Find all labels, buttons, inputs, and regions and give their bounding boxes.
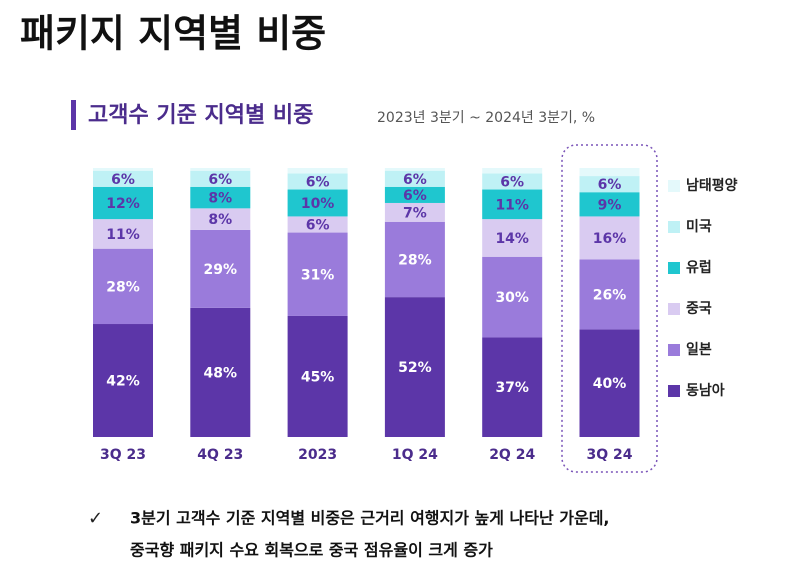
bar-segment xyxy=(384,170,445,187)
legend-label: 중국 xyxy=(686,301,712,317)
value-label: 6% xyxy=(306,174,330,190)
bar-segment xyxy=(579,259,640,330)
subtitle-bar xyxy=(71,100,76,130)
bar-segment xyxy=(93,186,153,220)
note-check: ✓ xyxy=(88,508,103,529)
value-label: 29% xyxy=(204,262,238,278)
bar-segment xyxy=(93,248,153,325)
bar-segment xyxy=(384,168,445,171)
x-tick-label: 3Q 23 xyxy=(100,447,146,463)
value-label: 8% xyxy=(208,212,232,228)
bar-segment xyxy=(287,232,348,316)
x-tick-label: 2Q 24 xyxy=(489,447,535,463)
value-label: 9% xyxy=(598,197,622,213)
legend-swatch xyxy=(668,262,680,274)
bar-segment xyxy=(190,170,251,187)
x-tick-label: 3Q 24 xyxy=(587,447,633,463)
bar-segment xyxy=(579,216,640,260)
value-label: 28% xyxy=(106,279,140,295)
bar-segment xyxy=(384,221,445,298)
bar-segment xyxy=(93,324,153,437)
subtitle: 고객수 기준 지역별 비중 xyxy=(88,103,313,128)
value-label: 6% xyxy=(111,172,135,188)
bar-segment xyxy=(579,192,640,217)
bar-segment xyxy=(482,168,543,174)
value-label: 52% xyxy=(398,360,432,376)
value-label: 31% xyxy=(301,267,335,283)
legend-swatch xyxy=(668,221,680,233)
value-label: 12% xyxy=(106,196,140,212)
value-label: 42% xyxy=(106,374,140,390)
legend-swatch xyxy=(668,303,680,315)
legend-label: 유럽 xyxy=(686,260,712,276)
x-tick-label: 1Q 24 xyxy=(392,447,438,463)
value-label: 6% xyxy=(403,172,427,188)
bar-segment xyxy=(482,219,543,257)
bar-segment xyxy=(579,168,640,177)
bar-segment xyxy=(93,168,153,171)
bar-segment xyxy=(384,186,445,203)
value-label: 30% xyxy=(495,290,529,306)
bar-segment xyxy=(287,173,348,190)
legend-swatch xyxy=(668,344,680,356)
value-label: 40% xyxy=(593,376,627,392)
chart-title: 패키지 지역별 비중 xyxy=(20,12,326,56)
bar-segment xyxy=(579,329,640,437)
value-label: 6% xyxy=(208,172,232,188)
bar-segment xyxy=(384,297,445,437)
legend-label: 미국 xyxy=(686,219,712,235)
bar-segment xyxy=(190,307,251,437)
legend-swatch xyxy=(668,385,680,397)
bar-segment xyxy=(287,216,348,233)
value-label: 6% xyxy=(500,174,524,190)
value-label: 14% xyxy=(495,231,529,247)
bar-segment xyxy=(190,208,251,230)
value-label: 6% xyxy=(306,217,330,233)
legend-label: 일본 xyxy=(686,342,712,358)
bar-segment xyxy=(190,168,251,171)
bar-segment xyxy=(482,189,543,220)
note-text: 중국향 패키지 수요 회복으로 중국 점유율이 크게 증가 xyxy=(130,541,493,560)
legend-label: 동남아 xyxy=(686,382,725,399)
x-tick-label: 2023 xyxy=(298,447,337,463)
bar-segment xyxy=(482,256,543,338)
value-label: 6% xyxy=(403,188,427,204)
bar-segment xyxy=(93,170,153,187)
value-label: 28% xyxy=(398,252,432,268)
value-label: 7% xyxy=(403,205,427,221)
value-label: 6% xyxy=(598,177,622,193)
bar-segment xyxy=(287,189,348,217)
legend-swatch xyxy=(668,180,680,192)
legend-label: 남태평양 xyxy=(686,177,738,194)
value-label: 37% xyxy=(495,380,529,396)
x-tick-label: 4Q 23 xyxy=(197,447,243,463)
subtitle-note: 2023년 3분기 ~ 2024년 3분기, % xyxy=(377,110,595,126)
bar-segment xyxy=(190,186,251,209)
bar-segment xyxy=(287,168,348,174)
bar-segment xyxy=(579,176,640,193)
value-label: 8% xyxy=(208,191,232,207)
bar-segment xyxy=(482,337,543,437)
bar-segment xyxy=(482,173,543,190)
value-label: 45% xyxy=(301,369,335,385)
value-label: 10% xyxy=(301,196,335,212)
bar-segment xyxy=(287,315,348,437)
bar-segment xyxy=(190,229,251,308)
note-text: 3분기 고객수 기준 지역별 비중은 근거리 여행지가 높게 나타난 가운데, xyxy=(130,509,610,528)
value-label: 26% xyxy=(593,287,627,303)
value-label: 11% xyxy=(106,227,140,243)
value-label: 11% xyxy=(495,197,529,213)
bar-segment xyxy=(384,202,445,222)
value-label: 48% xyxy=(204,365,238,381)
value-label: 16% xyxy=(593,231,627,247)
bar-segment xyxy=(93,219,153,249)
